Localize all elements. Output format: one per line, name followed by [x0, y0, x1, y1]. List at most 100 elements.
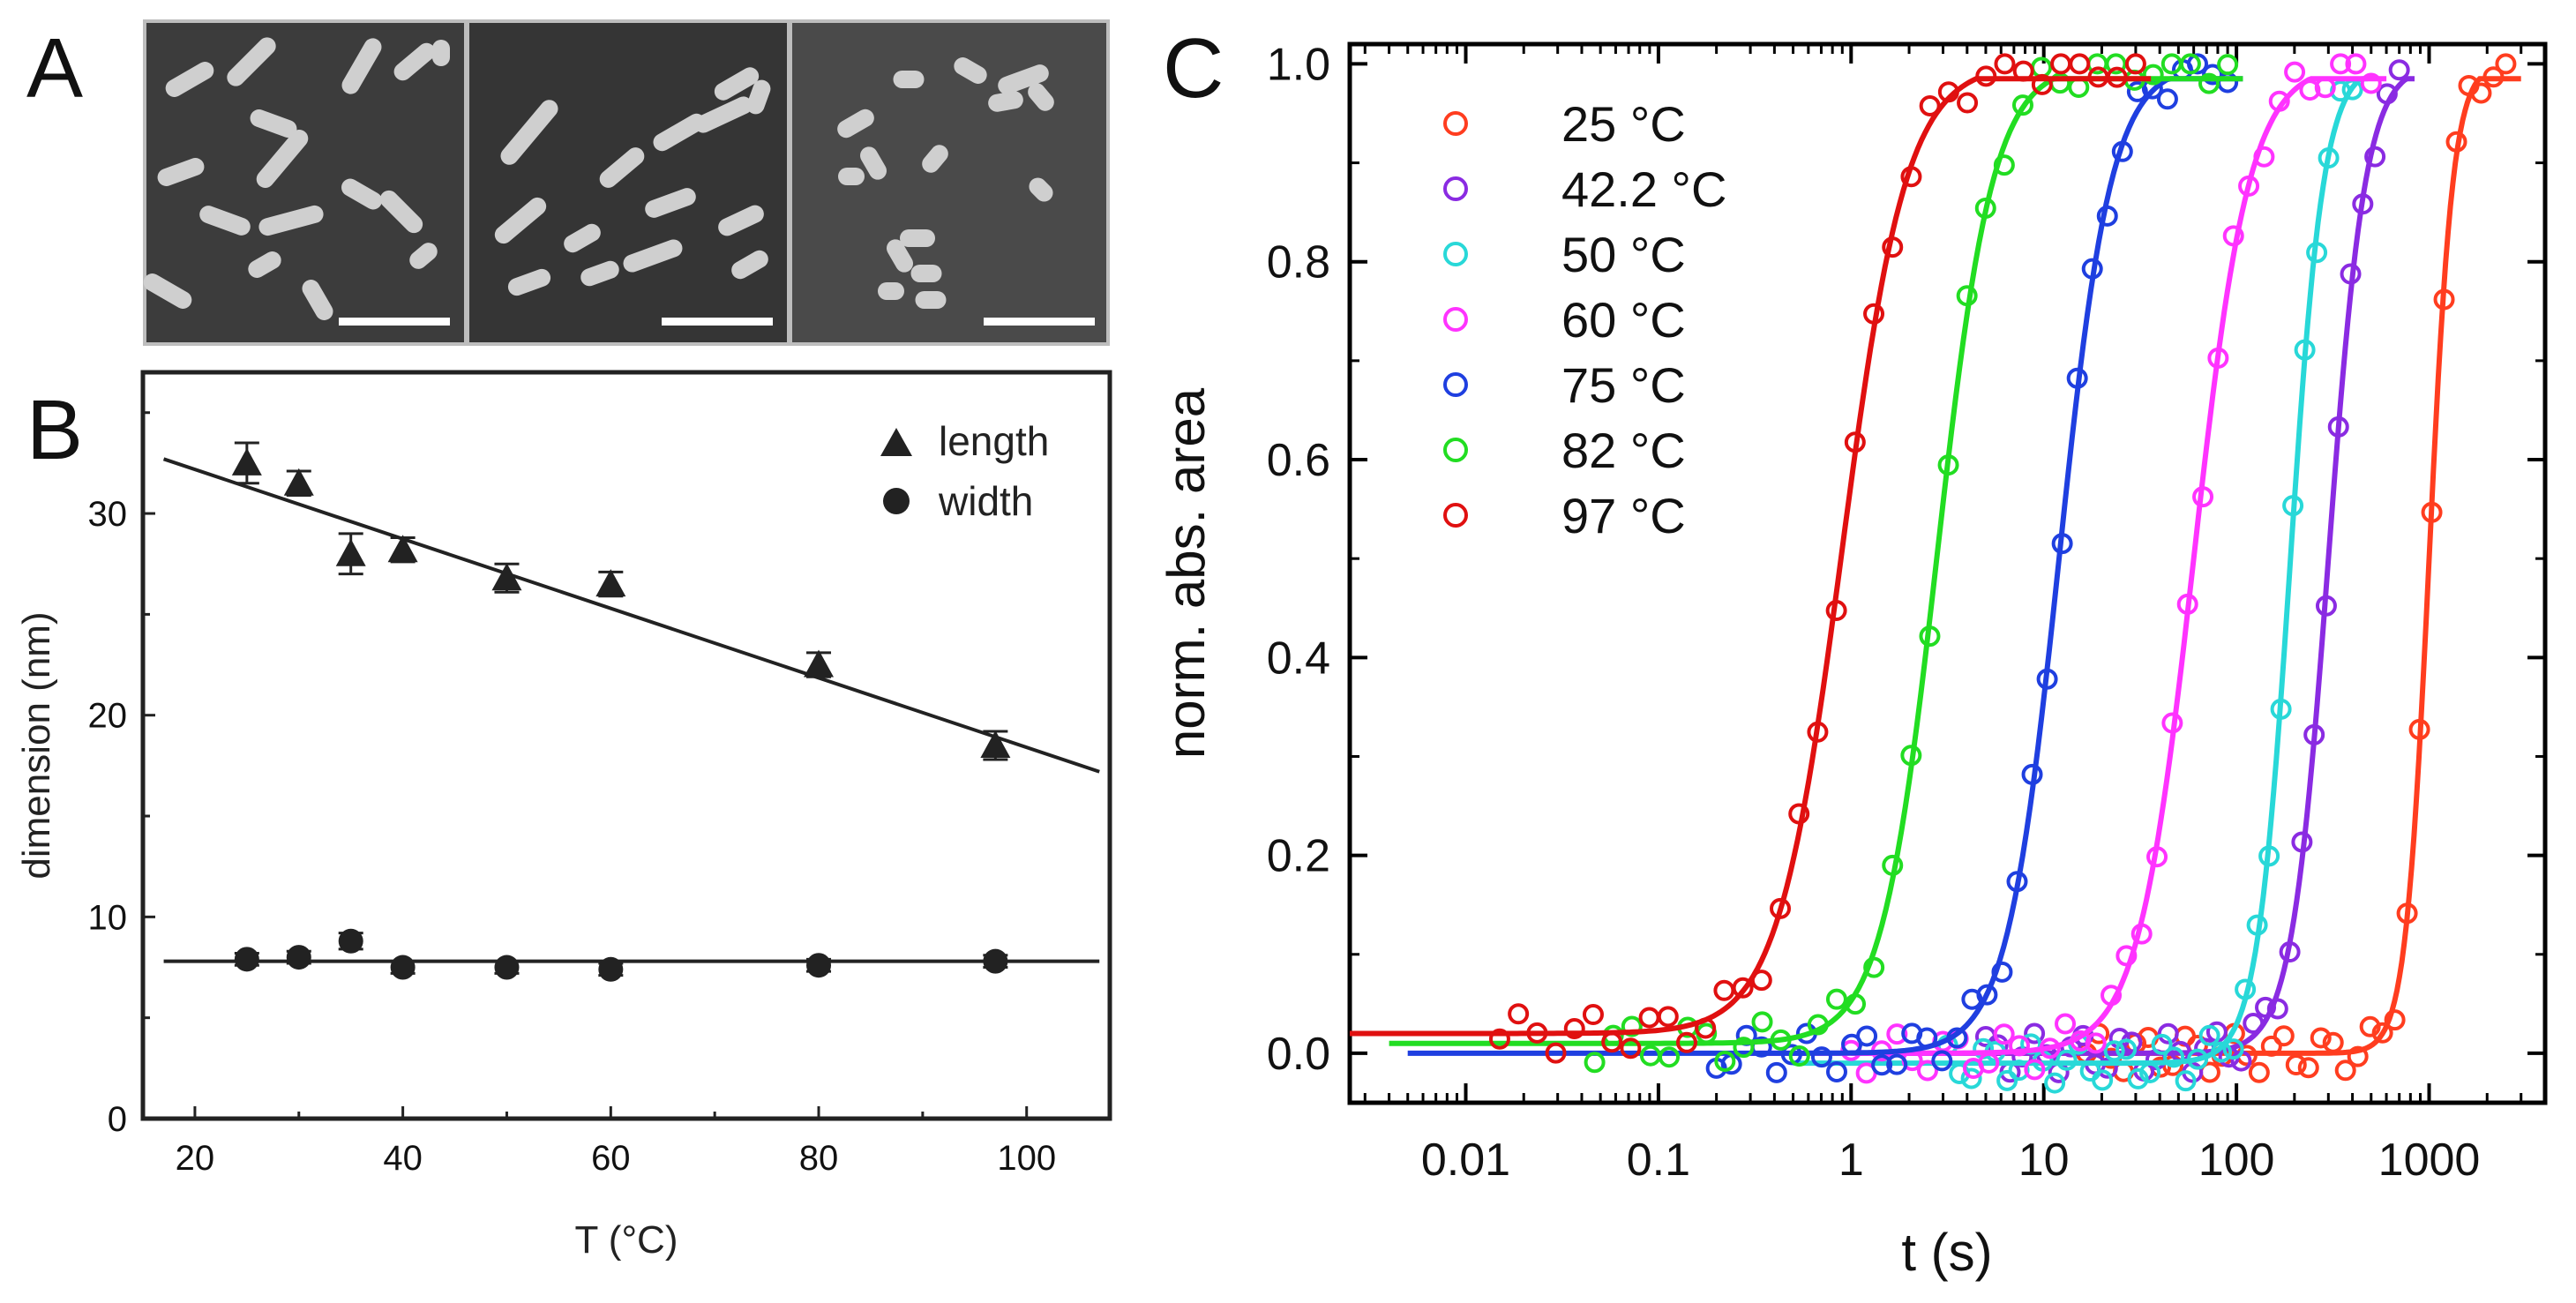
- nanorod: [250, 109, 297, 138]
- nanorod: [248, 251, 281, 278]
- nanorod: [653, 113, 706, 152]
- data-point: [2108, 1028, 2130, 1050]
- data-point: [1863, 303, 1885, 325]
- fit-curve-6: [1350, 76, 2152, 1037]
- data-point: [1545, 1042, 1567, 1064]
- data-point: [2175, 1070, 2197, 1092]
- data-point: [2327, 416, 2349, 438]
- data-point: [2115, 1038, 2138, 1060]
- data-point: [1788, 803, 1810, 825]
- data-point: [1659, 1046, 1681, 1068]
- panel-b-points: [231, 441, 1011, 982]
- data-point: [1601, 1031, 1623, 1053]
- data-point: [1657, 1006, 1679, 1028]
- x-tick-label: 60: [591, 1139, 631, 1178]
- data-point: [1978, 1052, 2000, 1074]
- data-point: [2314, 77, 2336, 99]
- data-point: [2156, 88, 2178, 110]
- data-point: [2198, 72, 2220, 94]
- nanorod: [694, 96, 753, 133]
- panel-b-ticks: 20 40 60 80 100 0 10 20 30: [88, 411, 1056, 1178]
- data-point: [2315, 595, 2337, 617]
- x-tick-label: 0.1: [1627, 1135, 1690, 1186]
- panel-b-chart: 20 40 60 80 100 0 10 20 30 T (°C) dimension (nm)…: [15, 370, 1112, 1262]
- data-point: [1871, 1054, 1893, 1076]
- point-width: [390, 955, 416, 980]
- data-point: [2306, 242, 2328, 264]
- legend-label: 75 °C: [1561, 357, 1686, 413]
- data-point: [2069, 53, 2091, 75]
- fit-line-length: [162, 457, 1100, 774]
- data-point: [1960, 1067, 1982, 1090]
- data-point: [1488, 1028, 1510, 1050]
- y-tick-label: 30: [88, 495, 128, 534]
- nanorod: [143, 273, 192, 309]
- y-tick-label: 0.2: [1267, 831, 1330, 882]
- data-point: [2055, 1013, 2077, 1035]
- data-point: [2024, 1059, 2046, 1081]
- panel-b-y-label: dimension (nm): [15, 611, 58, 879]
- nanorod: [893, 71, 925, 88]
- data-point: [1807, 1014, 1829, 1036]
- data-point: [2322, 1031, 2344, 1053]
- x-tick-label: 20: [176, 1139, 215, 1178]
- data-point: [1508, 1003, 1530, 1025]
- data-point: [2044, 1072, 2066, 1094]
- data-point: [2433, 288, 2455, 311]
- data-point: [2371, 1022, 2393, 1044]
- data-point: [2179, 53, 2201, 75]
- data-point: [2396, 902, 2418, 925]
- data-point: [2282, 495, 2304, 517]
- x-tick-label: 10: [2018, 1135, 2070, 1186]
- data-point: [2243, 1012, 2265, 1034]
- legend-marker: [1443, 503, 1468, 528]
- data-point: [2340, 263, 2362, 285]
- data-point: [2012, 60, 2034, 82]
- nanorod: [507, 268, 551, 296]
- data-point: [2238, 175, 2260, 197]
- data-point: [2085, 1032, 2107, 1054]
- data-point: [1919, 625, 1941, 648]
- data-point: [2011, 94, 2033, 116]
- nanorod: [564, 223, 601, 253]
- data-point: [2268, 90, 2290, 112]
- data-point: [1886, 1053, 1908, 1075]
- data-point: [2495, 53, 2517, 75]
- nanorod: [1028, 83, 1054, 111]
- nanorod: [878, 282, 904, 300]
- data-point: [1770, 1029, 1792, 1051]
- data-point: [1620, 1037, 1642, 1060]
- data-point: [2318, 147, 2340, 169]
- data-point: [2297, 1057, 2319, 1079]
- data-point: [1996, 1069, 2018, 1091]
- panel-c-chart: 0.01 0.1 1 10 100 1000 0.0 0.2 0.4 0.6 0.8 1.0 t (s…: [1157, 39, 2548, 1282]
- data-point: [2284, 61, 2306, 83]
- nanorods: [143, 37, 1054, 320]
- data-point: [1957, 92, 1979, 114]
- data-point: [2021, 763, 2043, 785]
- data-point: [1946, 1027, 1968, 1049]
- point-length: [980, 730, 1011, 758]
- data-point: [1733, 1037, 1755, 1059]
- legend-label: 42.2 °C: [1561, 161, 1726, 217]
- data-point: [1845, 993, 1867, 1015]
- y-tick-label: 1.0: [1267, 39, 1330, 90]
- y-tick-label: 0.4: [1267, 633, 1330, 684]
- data-point: [1856, 1025, 1878, 1047]
- data-point: [2222, 225, 2244, 247]
- data-point: [1956, 285, 1978, 307]
- legend-marker: [1443, 438, 1468, 462]
- data-point: [2142, 64, 2164, 86]
- data-point: [2151, 1033, 2173, 1055]
- x-tick-label: 100: [2198, 1135, 2275, 1186]
- data-point: [2303, 723, 2325, 745]
- data-point: [2222, 1038, 2244, 1060]
- legend-marker: [1443, 242, 1468, 266]
- legend-marker: [1443, 111, 1468, 136]
- data-point: [1844, 431, 1866, 453]
- data-point: [1882, 236, 1904, 258]
- data-point: [1807, 721, 1829, 743]
- data-point: [2163, 1046, 2185, 1068]
- data-point: [2176, 593, 2198, 615]
